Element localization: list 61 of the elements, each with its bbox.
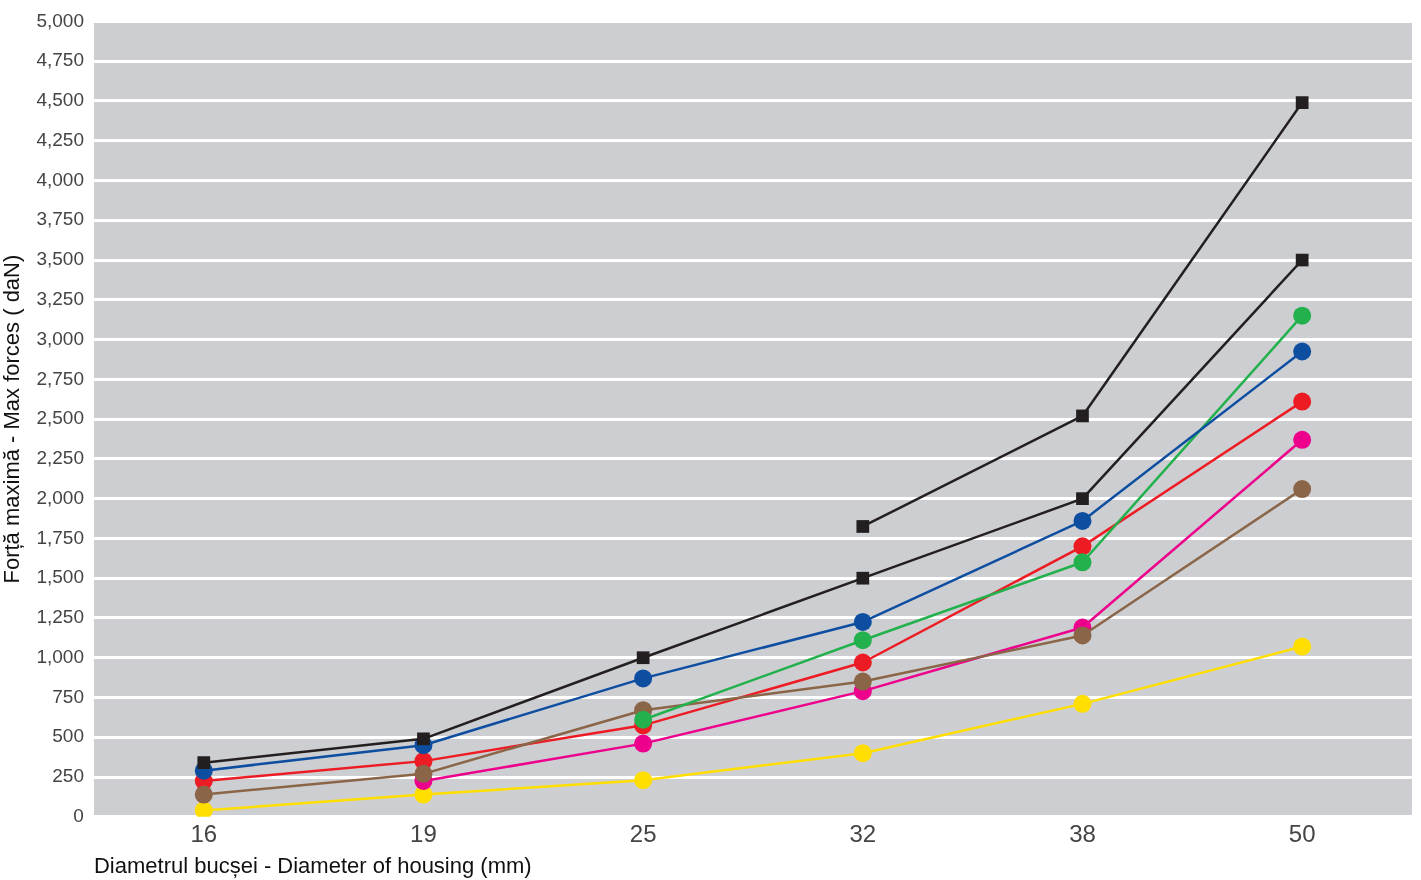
point <box>1293 430 1312 449</box>
point <box>634 669 653 688</box>
y-tick-label: 1,250 <box>36 606 84 628</box>
y-tick-label: 4,000 <box>36 168 84 190</box>
y-axis-title: Forță maximă - Max forces ( daN) <box>0 254 25 584</box>
point <box>853 653 872 672</box>
point <box>1293 637 1312 656</box>
y-tick-label: 750 <box>52 685 84 707</box>
point <box>634 710 653 729</box>
point <box>1073 626 1092 645</box>
point <box>1076 492 1089 505</box>
y-tick-label: 1,750 <box>36 526 84 548</box>
y-tick-label: 5,000 <box>36 9 84 31</box>
y-tick-label: 250 <box>52 765 84 787</box>
point <box>1073 537 1092 556</box>
x-axis-title: Diametrul bucșei - Diameter of housing (mm) <box>93 852 532 878</box>
y-tick-label: 500 <box>52 725 84 747</box>
y-tick-label: 3,500 <box>36 248 84 270</box>
x-tick-label: 38 <box>1069 819 1096 847</box>
point <box>1293 342 1312 361</box>
point <box>1073 511 1092 530</box>
y-tick-label: 3,250 <box>36 288 84 310</box>
point <box>1295 253 1309 267</box>
y-tick-label: 2,000 <box>36 486 84 508</box>
point <box>634 771 653 790</box>
x-tick-label: 50 <box>1288 819 1316 847</box>
point <box>197 756 211 770</box>
point <box>1073 553 1092 572</box>
point <box>1073 694 1092 713</box>
y-tick-label: 4,500 <box>36 89 84 111</box>
point <box>194 801 213 817</box>
point <box>414 764 433 783</box>
y-tick-label: 4,750 <box>36 49 84 71</box>
point <box>1293 306 1312 325</box>
y-tick-label: 1,000 <box>36 645 84 667</box>
y-tick-label: 4,250 <box>36 128 84 150</box>
x-tick-label: 19 <box>410 819 437 847</box>
y-tick-label: 0 <box>73 805 84 827</box>
point <box>1293 480 1312 499</box>
point <box>636 651 650 665</box>
x-tick-label: 32 <box>849 819 877 847</box>
point <box>194 785 213 804</box>
point <box>1293 392 1312 411</box>
y-tick-label: 2,750 <box>36 367 84 389</box>
y-tick-label: 2,500 <box>36 407 84 429</box>
point <box>1295 96 1309 109</box>
point <box>1076 409 1089 423</box>
y-tick-label: 3,000 <box>36 327 84 349</box>
x-tick-label: 25 <box>629 819 657 847</box>
y-tick-label: 3,750 <box>36 208 84 230</box>
point <box>417 732 430 746</box>
point <box>853 631 872 650</box>
point <box>856 571 870 585</box>
point <box>856 520 870 533</box>
point <box>853 744 872 763</box>
point <box>853 672 872 691</box>
y-tick-label: 1,500 <box>36 566 84 588</box>
x-tick-label: 16 <box>190 819 218 847</box>
point <box>853 612 872 631</box>
point <box>634 734 653 753</box>
y-tick-label: 2,250 <box>36 447 84 469</box>
